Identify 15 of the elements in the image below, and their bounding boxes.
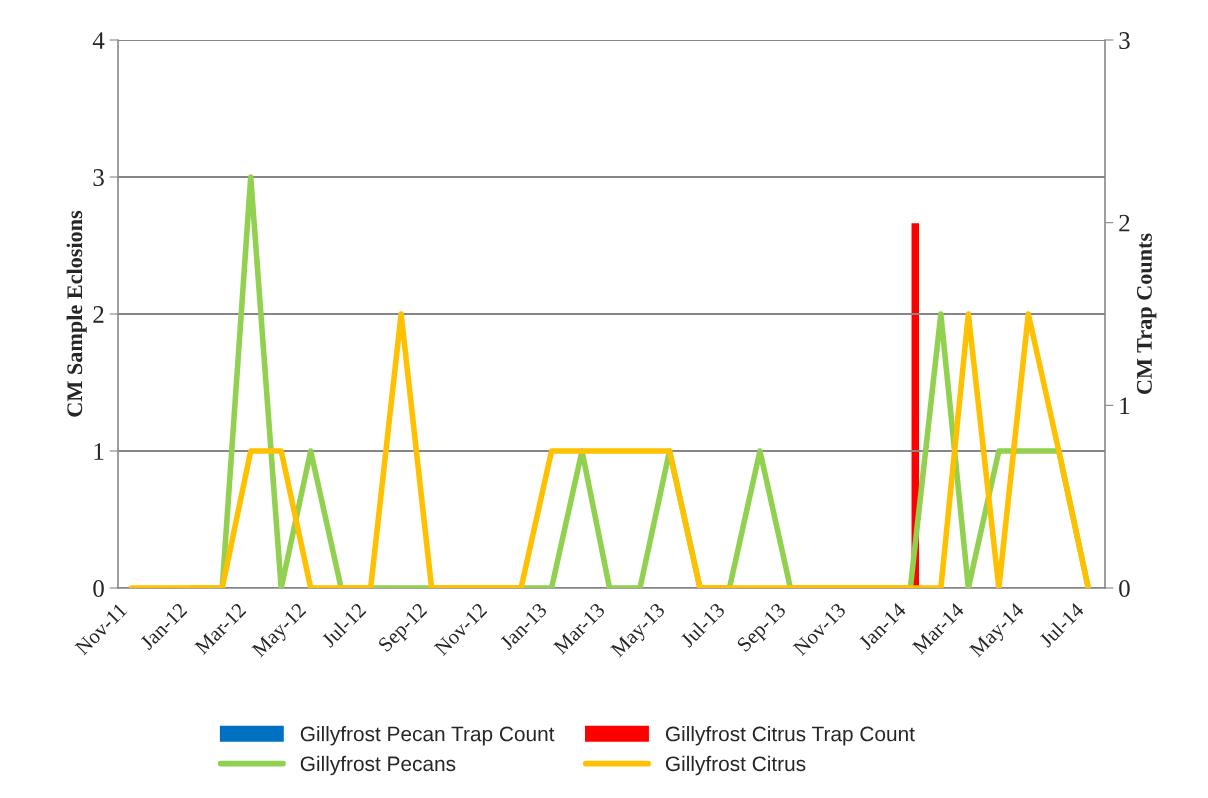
y2-axis-title: CM Trap Counts xyxy=(1136,233,1157,395)
legend-label: Gillyfrost Pecan Trap Count xyxy=(300,726,555,746)
y-tick-label: 1 xyxy=(94,443,104,460)
y-tick-label: 2 xyxy=(93,306,104,323)
y-tick-label: 3 xyxy=(93,169,104,186)
legend-label: Gillyfrost Citrus Trap Count xyxy=(665,726,915,746)
y2-tick-label: 3 xyxy=(1119,32,1130,49)
y2-tick-label: 0 xyxy=(1119,580,1130,597)
y-tick-label: 4 xyxy=(92,32,105,49)
legend-label: Gillyfrost Pecans xyxy=(300,755,456,776)
y-axis-title: CM Sample Eclosions xyxy=(66,210,87,417)
legend-label: Gillyfrost Citrus xyxy=(665,755,806,776)
y2-tick-label: 2 xyxy=(1119,214,1130,232)
y-tick-label: 0 xyxy=(93,580,104,597)
y2-tick-label: 1 xyxy=(1120,397,1130,415)
